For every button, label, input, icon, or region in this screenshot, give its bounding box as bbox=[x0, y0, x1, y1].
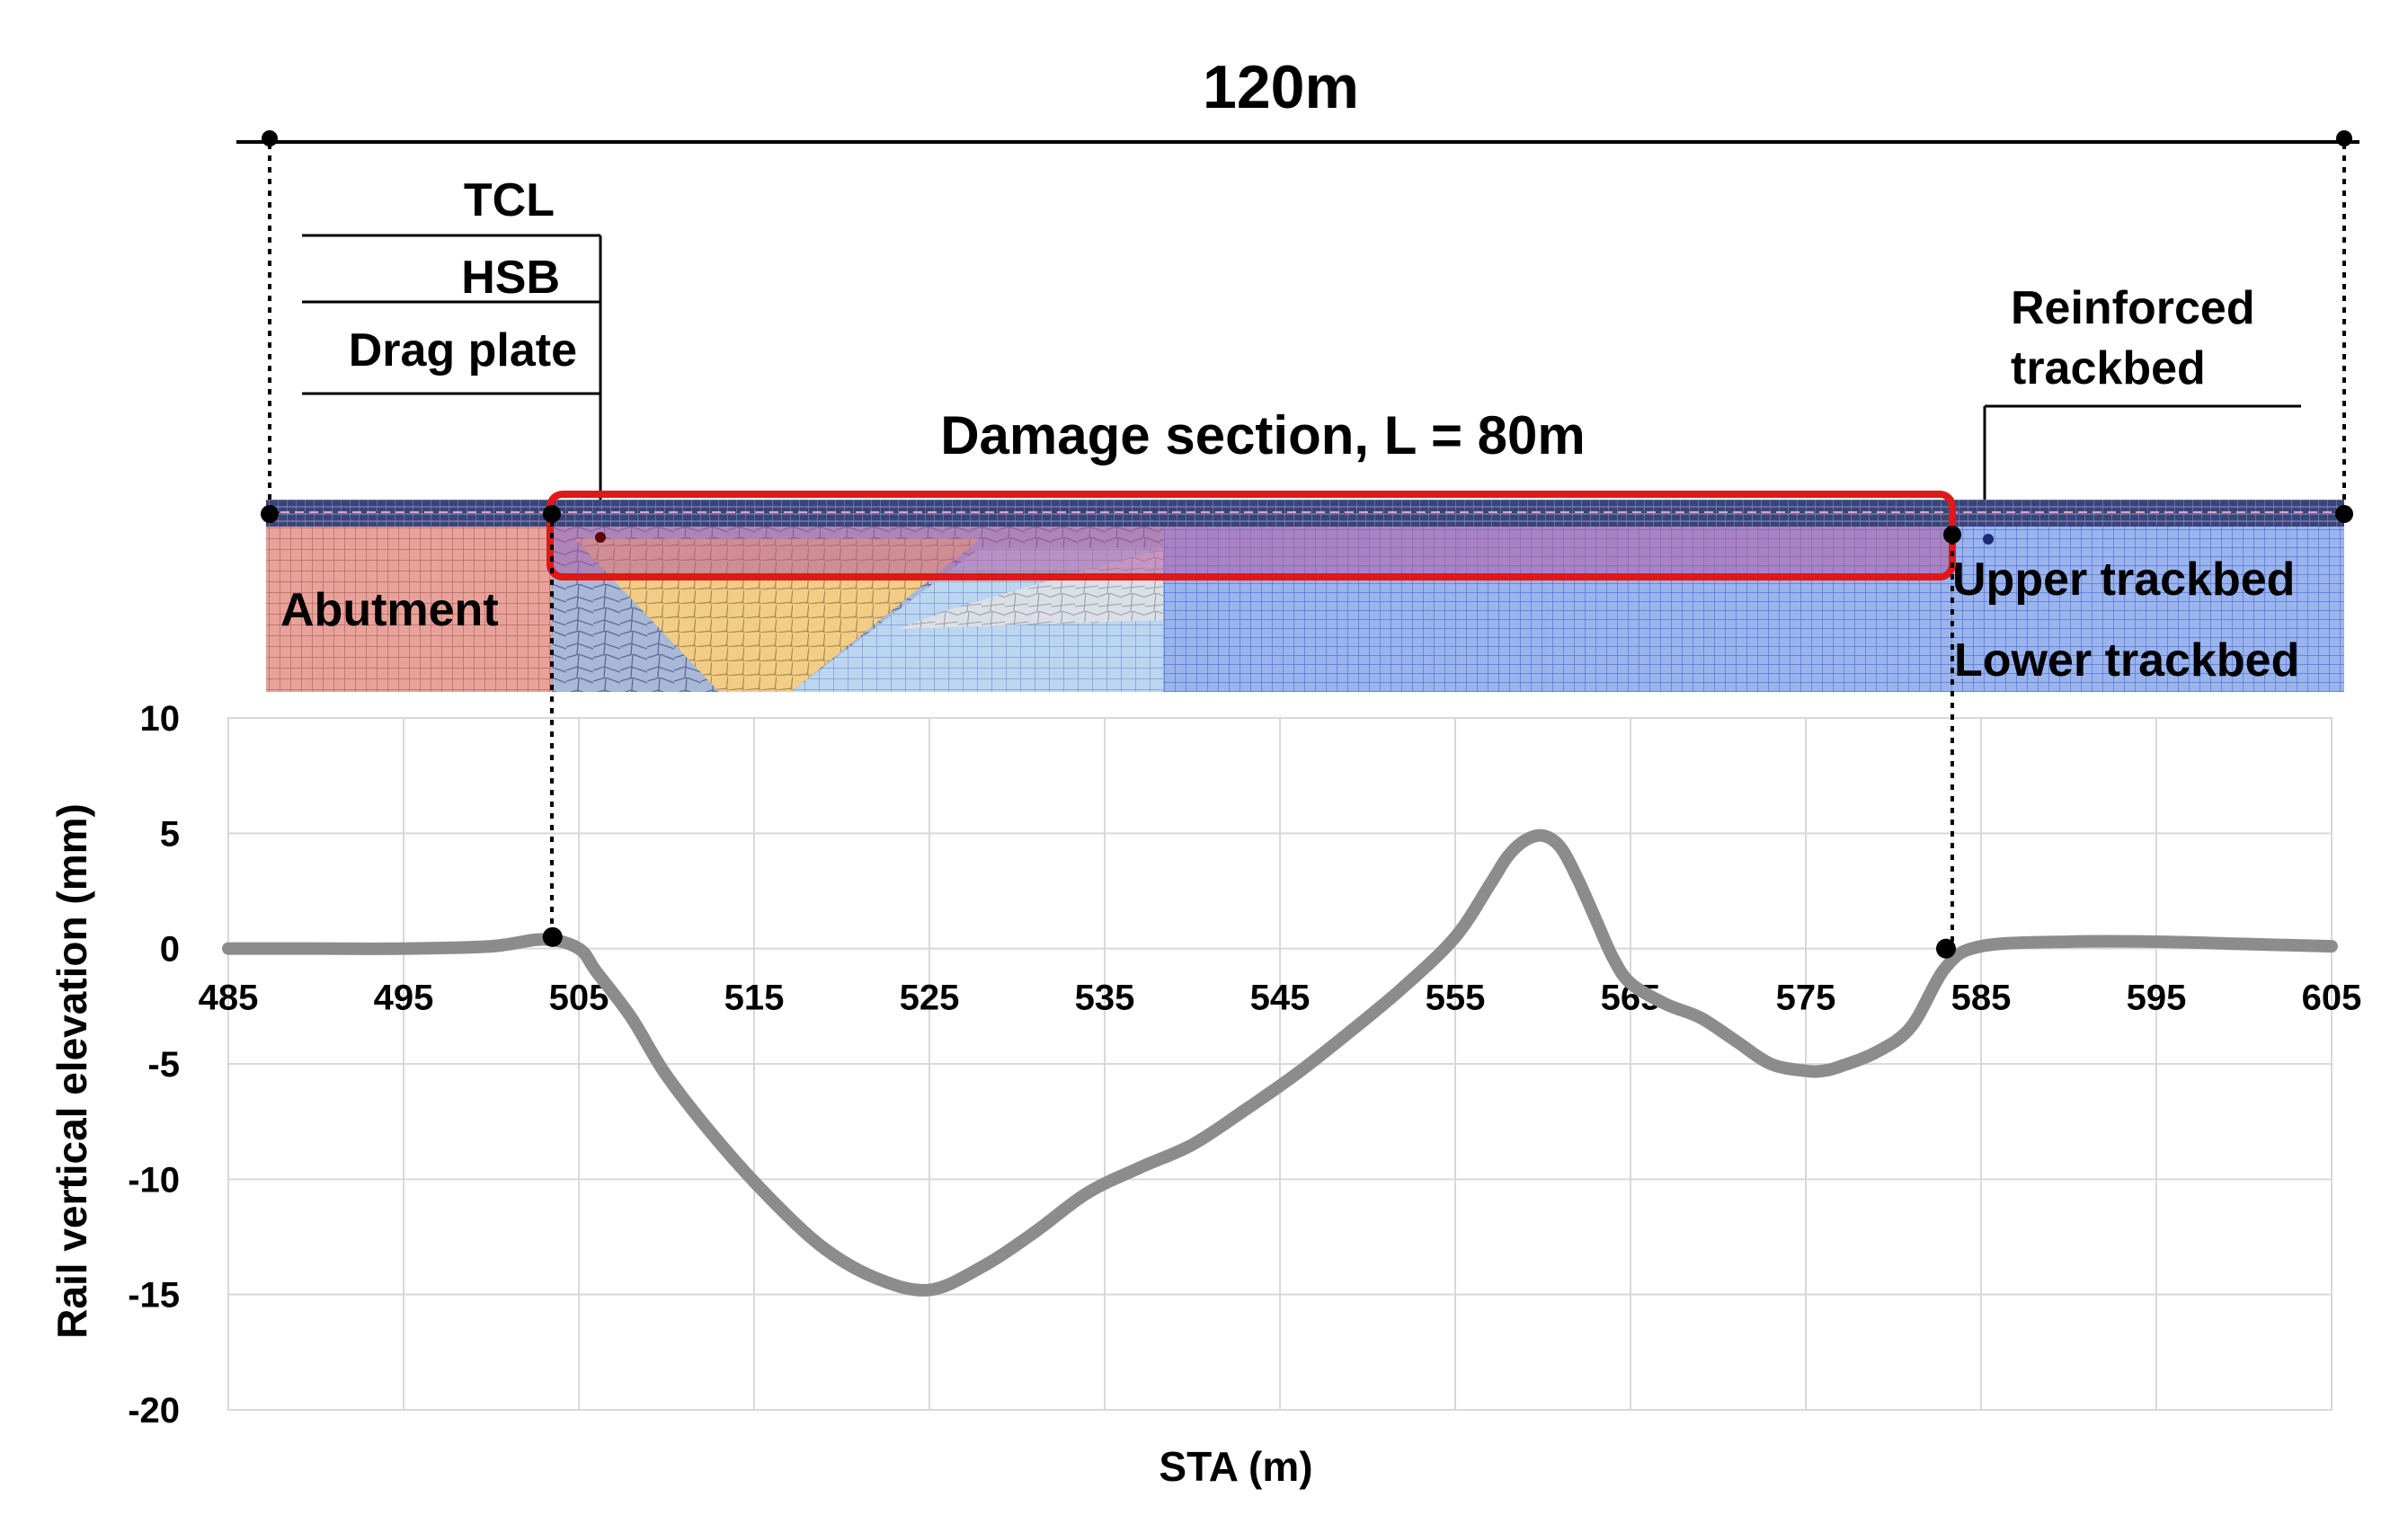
boundary-marker bbox=[1936, 938, 1956, 959]
x-tick-label: 595 bbox=[2127, 979, 2187, 1018]
damaged-upper-zone bbox=[552, 527, 1950, 573]
reinforced-callout: Reinforced trackbed bbox=[1983, 282, 2301, 539]
series-line bbox=[222, 828, 2338, 1297]
y-tick-labels: 10 5 0 -5 -10 -15 -20 bbox=[128, 699, 180, 1431]
y-tick-label: 10 bbox=[140, 699, 181, 739]
y-tick-label: 0 bbox=[160, 930, 180, 970]
y-tick-label: -10 bbox=[128, 1160, 180, 1200]
damage-boundary-markers bbox=[542, 926, 1956, 959]
boundary-marker bbox=[542, 926, 563, 947]
y-tick-label: -5 bbox=[147, 1045, 180, 1085]
total-length-label: 120m bbox=[1203, 53, 1359, 121]
layer-label-hsb: HSB bbox=[461, 252, 560, 304]
reinforced-label-line1: Reinforced bbox=[2011, 282, 2255, 334]
x-tick-label: 515 bbox=[724, 979, 785, 1018]
cross-section-model: Abutment Upper trackbed Lower trackbed bbox=[261, 491, 2353, 692]
lower-trackbed-label: Lower trackbed bbox=[1954, 634, 2299, 687]
x-tick-label: 585 bbox=[1951, 979, 2012, 1018]
x-tick-label: 575 bbox=[1776, 979, 1836, 1018]
abutment-block bbox=[266, 527, 552, 692]
upper-trackbed-label: Upper trackbed bbox=[1952, 554, 2295, 606]
x-tick-label: 545 bbox=[1250, 979, 1311, 1018]
abutment-label: Abutment bbox=[280, 584, 499, 636]
x-tick-label: 535 bbox=[1075, 979, 1135, 1018]
x-tick-label: 555 bbox=[1426, 979, 1486, 1018]
total-length-dimension: 120m bbox=[236, 53, 2359, 516]
x-tick-label: 605 bbox=[2302, 979, 2362, 1018]
y-tick-label: -15 bbox=[128, 1276, 180, 1316]
y-tick-label: 5 bbox=[160, 814, 180, 854]
y-axis-label: Rail vertical elevation (mm) bbox=[49, 803, 95, 1339]
layer-label-drag-plate: Drag plate bbox=[349, 324, 577, 377]
x-tick-label: 485 bbox=[199, 979, 259, 1018]
x-tick-label: 495 bbox=[374, 979, 434, 1018]
y-tick-label: -20 bbox=[128, 1391, 180, 1431]
layer-label-tcl: TCL bbox=[464, 174, 555, 226]
layer-callouts: TCL HSB Drag plate bbox=[302, 174, 602, 536]
x-tick-label: 525 bbox=[900, 979, 960, 1018]
reinforced-label-line2: trackbed bbox=[2011, 342, 2206, 394]
x-axis-label: STA (m) bbox=[1159, 1443, 1312, 1490]
damage-section-label: Damage section, L = 80m bbox=[940, 405, 1586, 465]
x-tick-labels: 485 495 505 515 525 535 545 555 565 575 585 595 605 bbox=[199, 979, 2362, 1018]
